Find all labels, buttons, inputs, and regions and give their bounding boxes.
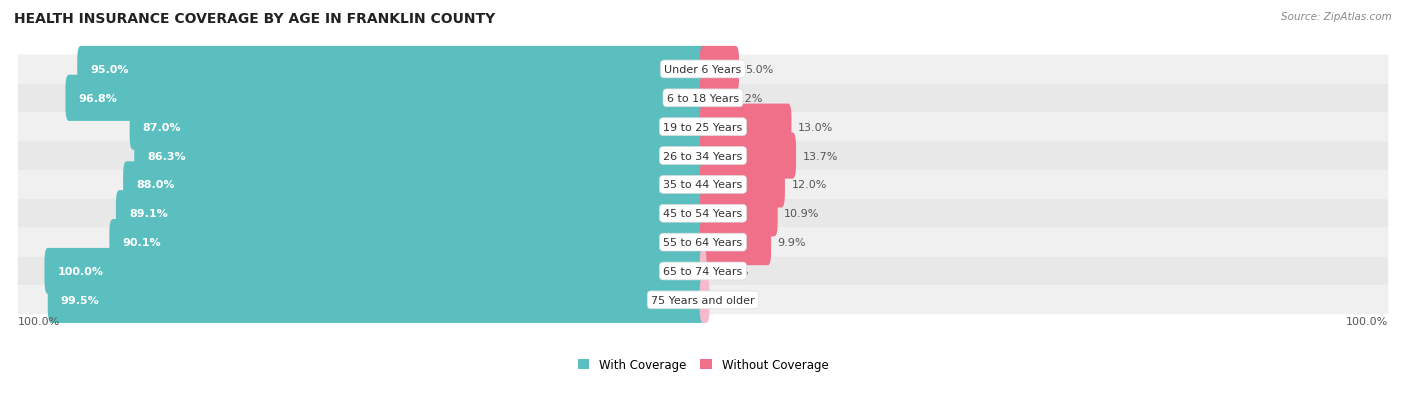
Text: 100.0%: 100.0% xyxy=(1346,317,1388,327)
Text: 95.0%: 95.0% xyxy=(90,65,129,75)
Text: 88.0%: 88.0% xyxy=(136,180,174,190)
FancyBboxPatch shape xyxy=(18,257,1388,286)
Text: 26 to 34 Years: 26 to 34 Years xyxy=(664,151,742,161)
FancyBboxPatch shape xyxy=(45,248,706,294)
Text: 99.5%: 99.5% xyxy=(60,295,100,305)
Text: 100.0%: 100.0% xyxy=(18,317,60,327)
FancyBboxPatch shape xyxy=(700,219,770,266)
FancyBboxPatch shape xyxy=(18,199,1388,228)
Text: 13.7%: 13.7% xyxy=(803,151,838,161)
FancyBboxPatch shape xyxy=(48,277,706,323)
Text: 45 to 54 Years: 45 to 54 Years xyxy=(664,209,742,219)
Text: 9.9%: 9.9% xyxy=(778,237,806,247)
Text: HEALTH INSURANCE COVERAGE BY AGE IN FRANKLIN COUNTY: HEALTH INSURANCE COVERAGE BY AGE IN FRAN… xyxy=(14,12,495,26)
Text: 100.0%: 100.0% xyxy=(58,266,104,276)
FancyBboxPatch shape xyxy=(124,162,706,208)
FancyBboxPatch shape xyxy=(700,162,785,208)
FancyBboxPatch shape xyxy=(77,47,706,93)
FancyBboxPatch shape xyxy=(18,286,1388,315)
Text: 5.0%: 5.0% xyxy=(745,65,773,75)
Text: 3.2%: 3.2% xyxy=(734,94,762,104)
Text: 87.0%: 87.0% xyxy=(143,122,181,132)
FancyBboxPatch shape xyxy=(110,219,706,266)
FancyBboxPatch shape xyxy=(700,104,792,150)
FancyBboxPatch shape xyxy=(18,171,1388,199)
FancyBboxPatch shape xyxy=(134,133,706,179)
FancyBboxPatch shape xyxy=(700,248,707,294)
FancyBboxPatch shape xyxy=(700,277,710,323)
Text: 75 Years and older: 75 Years and older xyxy=(651,295,755,305)
FancyBboxPatch shape xyxy=(700,76,727,121)
Text: 12.0%: 12.0% xyxy=(792,180,827,190)
Legend: With Coverage, Without Coverage: With Coverage, Without Coverage xyxy=(578,358,828,371)
Text: Source: ZipAtlas.com: Source: ZipAtlas.com xyxy=(1281,12,1392,22)
Text: 90.1%: 90.1% xyxy=(122,237,162,247)
FancyBboxPatch shape xyxy=(700,191,778,237)
Text: 55 to 64 Years: 55 to 64 Years xyxy=(664,237,742,247)
FancyBboxPatch shape xyxy=(18,228,1388,257)
Text: 6 to 18 Years: 6 to 18 Years xyxy=(666,94,740,104)
Text: 0.49%: 0.49% xyxy=(716,295,752,305)
Text: 35 to 44 Years: 35 to 44 Years xyxy=(664,180,742,190)
Text: 65 to 74 Years: 65 to 74 Years xyxy=(664,266,742,276)
FancyBboxPatch shape xyxy=(18,142,1388,171)
Text: Under 6 Years: Under 6 Years xyxy=(665,65,741,75)
Text: 19 to 25 Years: 19 to 25 Years xyxy=(664,122,742,132)
Text: 96.8%: 96.8% xyxy=(79,94,118,104)
FancyBboxPatch shape xyxy=(18,55,1388,84)
FancyBboxPatch shape xyxy=(18,84,1388,113)
FancyBboxPatch shape xyxy=(18,113,1388,142)
FancyBboxPatch shape xyxy=(700,47,740,93)
Text: 13.0%: 13.0% xyxy=(799,122,834,132)
Text: 89.1%: 89.1% xyxy=(129,209,167,219)
Text: 10.9%: 10.9% xyxy=(785,209,820,219)
FancyBboxPatch shape xyxy=(115,191,706,237)
Text: 0.04%: 0.04% xyxy=(713,266,748,276)
FancyBboxPatch shape xyxy=(66,76,706,121)
FancyBboxPatch shape xyxy=(129,104,706,150)
Text: 86.3%: 86.3% xyxy=(148,151,186,161)
FancyBboxPatch shape xyxy=(700,133,796,179)
